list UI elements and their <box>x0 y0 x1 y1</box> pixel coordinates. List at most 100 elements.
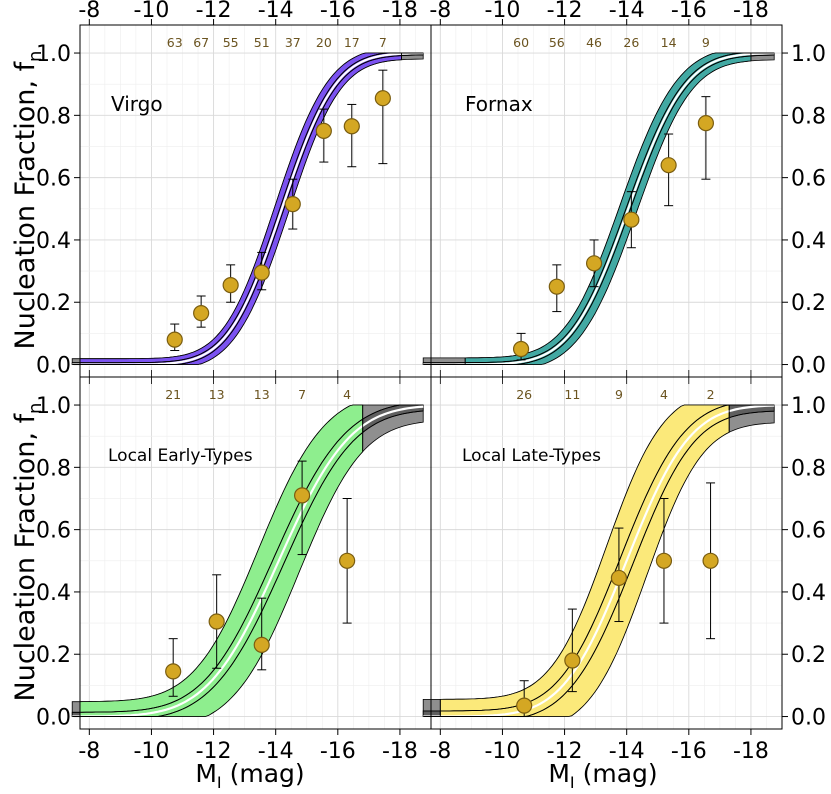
x-tick-label-bottom-local-late-types-5: -18 <box>733 739 769 764</box>
sample-count-virgo-2: 55 <box>223 35 239 50</box>
x-tick-label-top-fornax-4: -16 <box>671 0 707 23</box>
sample-count-local-early-types-1: 13 <box>209 387 225 402</box>
sample-count-local-early-types-2: 13 <box>254 387 270 402</box>
x-tick-label-bottom-local-early-types-0: -8 <box>78 739 100 764</box>
x-tick-label-top-virgo-4: -16 <box>320 0 356 23</box>
data-point-local-late-types-0 <box>516 697 533 714</box>
series-layer: 63 67 55 51 37 20 17 7 60 56 46 26 14 9 21 13 13 7 4 26 11 9 4… <box>71 35 775 718</box>
panel-labels: Virgo Fornax Local Early-Types Local Lat… <box>108 92 601 466</box>
sample-count-local-late-types-1: 11 <box>564 387 580 402</box>
y-tick-label-left-virgo-5: 1.0 <box>36 42 71 67</box>
y-tick-label-left-virgo-3: 0.6 <box>36 167 71 192</box>
sample-count-virgo-6: 17 <box>344 35 360 50</box>
data-point-virgo-4 <box>284 196 301 213</box>
y-tick-label-left-local-early-types-4: 0.8 <box>36 456 71 481</box>
x-tick-label-bottom-local-late-types-4: -16 <box>671 739 707 764</box>
sample-count-local-late-types-3: 4 <box>660 387 668 402</box>
y-tick-label-right-fornax-0: 0.0 <box>791 354 826 379</box>
data-point-virgo-5 <box>315 122 332 140</box>
y-tick-label-right-local-late-types-1: 0.2 <box>791 643 826 668</box>
model-median-line-local-early-types <box>72 405 424 718</box>
panel-label-fornax: Fornax <box>465 92 533 116</box>
x-tick-label-top-fornax-2: -12 <box>547 0 583 23</box>
x-tick-label-top-fornax-1: -10 <box>484 0 520 23</box>
y-tick-label-right-local-late-types-3: 0.6 <box>791 519 826 544</box>
sample-count-virgo-3: 51 <box>254 35 270 50</box>
y-tick-label-left-virgo-0: 0.0 <box>36 354 71 379</box>
axis-titles: Nucleation Fraction, fn Nucleation Fract… <box>10 51 658 792</box>
data-point-virgo-6 <box>343 118 360 135</box>
data-point-fornax-2 <box>585 255 603 272</box>
y-tick-label-right-fornax-2: 0.4 <box>791 229 826 254</box>
y-tick-label-right-fornax-1: 0.2 <box>791 291 826 316</box>
y-tick-label-right-local-late-types-2: 0.4 <box>791 581 826 606</box>
y-tick-label-right-fornax-5: 1.0 <box>791 42 826 67</box>
y-tick-label-left-virgo-2: 0.4 <box>36 229 71 254</box>
x-tick-label-top-virgo-3: -14 <box>258 0 294 23</box>
y-tick-label-right-local-late-types-5: 1.0 <box>791 394 826 419</box>
data-point-fornax-5 <box>697 115 714 132</box>
y-tick-label-left-local-early-types-1: 0.2 <box>36 643 71 668</box>
data-point-fornax-0 <box>512 340 530 358</box>
model-inner-upper-local-early-types <box>72 404 424 713</box>
y-axis-title-bottom: Nucleation Fraction, fn <box>10 403 46 702</box>
model-inner-upper-local-late-types <box>423 404 775 712</box>
y-tick-label-right-fornax-3: 0.6 <box>791 167 826 192</box>
x-tick-label-bottom-local-late-types-0: -8 <box>429 739 451 764</box>
sample-count-local-late-types-0: 26 <box>516 387 532 402</box>
model-inner-lower-local-late-types <box>423 410 775 717</box>
x-axis-title-left: MI (mag) <box>195 759 304 792</box>
model-inner-lower-local-early-types <box>72 410 424 717</box>
model-inner-lower-fornax <box>423 54 775 365</box>
x-axis-title-right: MI (mag) <box>548 759 657 792</box>
sample-count-local-early-types-0: 21 <box>165 387 181 402</box>
panel-frame-fornax <box>430 24 783 378</box>
data-point-virgo-7 <box>374 90 391 107</box>
data-point-fornax-3 <box>623 211 640 228</box>
tick-layer: -8 -10 -12 -14 -16 -18 0.0 0.2 0.4 0.6 0.8 1.0 -8 -10… <box>36 0 826 764</box>
sample-count-virgo-7: 7 <box>379 35 387 50</box>
data-point-virgo-1 <box>193 305 210 322</box>
x-tick-label-bottom-local-late-types-3: -14 <box>609 739 645 764</box>
x-tick-label-top-virgo-2: -12 <box>196 0 232 23</box>
sample-count-fornax-4: 14 <box>661 35 677 50</box>
y-tick-label-left-local-early-types-5: 1.0 <box>36 394 71 419</box>
x-tick-label-bottom-local-early-types-1: -10 <box>133 739 169 764</box>
data-point-local-late-types-4 <box>702 552 719 569</box>
x-tick-label-top-fornax-0: -8 <box>429 0 451 23</box>
data-point-virgo-0 <box>166 331 183 348</box>
data-point-local-late-types-3 <box>655 552 673 569</box>
y-tick-label-right-local-late-types-0: 0.0 <box>791 706 826 731</box>
data-point-local-late-types-2 <box>610 569 628 587</box>
sample-count-fornax-3: 26 <box>623 35 639 50</box>
data-point-local-early-types-3 <box>293 487 311 504</box>
model-inner-upper-fornax <box>423 52 775 364</box>
sample-count-virgo-5: 20 <box>316 35 332 50</box>
x-tick-label-bottom-local-early-types-5: -18 <box>382 739 418 764</box>
sample-count-local-early-types-3: 7 <box>298 387 306 402</box>
data-point-fornax-4 <box>660 157 677 174</box>
sample-count-fornax-5: 9 <box>702 35 710 50</box>
sample-count-fornax-2: 46 <box>586 35 602 50</box>
data-point-local-late-types-1 <box>564 652 581 669</box>
data-point-virgo-2 <box>222 277 239 294</box>
y-tick-label-left-virgo-4: 0.8 <box>36 104 71 129</box>
panel-frame-local-late-types <box>430 376 783 730</box>
data-point-fornax-1 <box>548 278 565 295</box>
x-tick-label-top-virgo-5: -18 <box>382 0 418 23</box>
data-point-virgo-3 <box>253 264 270 281</box>
y-tick-label-left-local-early-types-0: 0.0 <box>36 706 71 731</box>
x-tick-label-bottom-local-late-types-2: -12 <box>547 739 583 764</box>
x-tick-label-bottom-local-late-types-1: -10 <box>484 739 520 764</box>
y-tick-label-left-local-early-types-2: 0.4 <box>36 581 71 606</box>
x-tick-label-bottom-local-early-types-4: -16 <box>320 739 356 764</box>
y-tick-label-left-local-early-types-3: 0.6 <box>36 519 71 544</box>
sample-count-virgo-0: 63 <box>167 35 183 50</box>
model-inner-lower-virgo <box>72 54 424 365</box>
x-tick-label-top-fornax-3: -14 <box>609 0 645 23</box>
sample-count-fornax-0: 60 <box>513 35 529 50</box>
x-tick-label-top-virgo-1: -10 <box>133 0 169 23</box>
y-tick-label-right-fornax-4: 0.8 <box>791 104 826 129</box>
sample-count-local-late-types-4: 2 <box>707 387 715 402</box>
